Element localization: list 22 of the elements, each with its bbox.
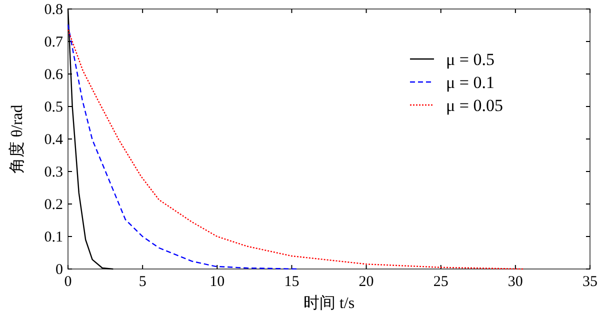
x-tick-label: 15 (284, 274, 300, 290)
y-tick-label: 0 (56, 262, 63, 278)
x-tick-label: 10 (210, 274, 225, 290)
legend-label: μ = 0.05 (446, 96, 503, 115)
x-tick-label: 20 (358, 274, 374, 290)
x-tick-label: 35 (582, 274, 598, 290)
legend-label: μ = 0.5 (446, 50, 494, 69)
x-tick-label: 30 (508, 274, 523, 290)
x-tick-label: 25 (433, 274, 448, 290)
y-tick-label: 0.5 (44, 100, 63, 116)
y-tick-label: 0.1 (44, 230, 63, 246)
legend-label: μ = 0.1 (446, 73, 494, 92)
y-axis-title: 角度 θ/rad (8, 104, 26, 174)
y-tick-label: 0.8 (44, 2, 63, 18)
y-tick-label: 0.2 (44, 197, 63, 213)
x-tick-label: 5 (138, 274, 146, 290)
y-tick-label: 0.3 (44, 164, 63, 180)
y-tick-label: 0.4 (44, 132, 64, 148)
x-axis-title: 时间 t/s (303, 294, 355, 312)
y-tick-label: 0.7 (44, 34, 64, 50)
y-tick-label: 0.6 (44, 67, 64, 83)
line-series (67, 29, 524, 270)
